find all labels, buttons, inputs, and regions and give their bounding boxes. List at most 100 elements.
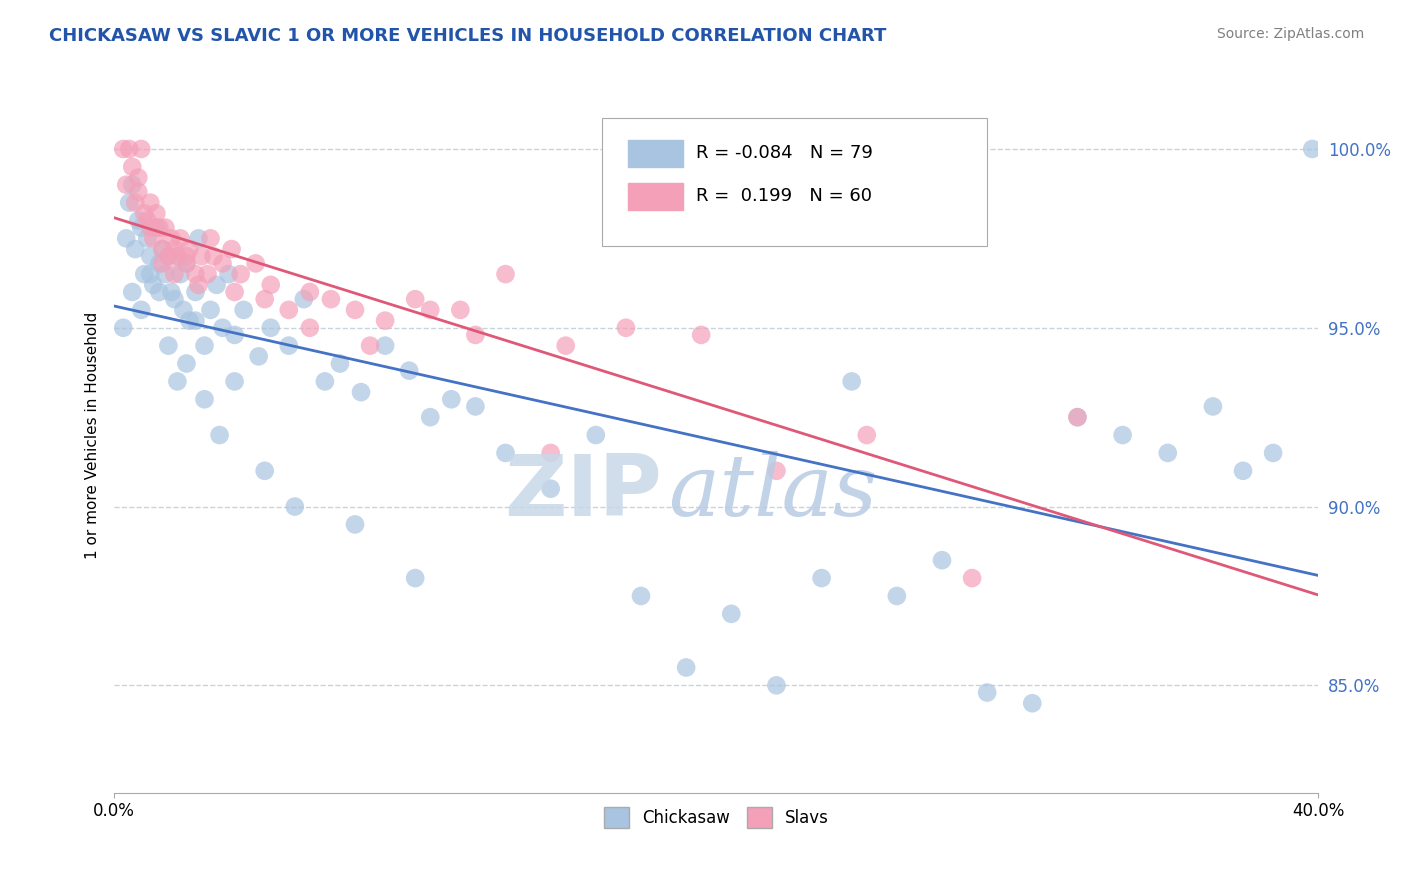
Point xyxy=(136,213,159,227)
Point xyxy=(1202,400,1225,414)
Point xyxy=(495,267,517,281)
Point xyxy=(245,256,267,270)
Point xyxy=(129,220,152,235)
Point xyxy=(112,320,135,334)
Point xyxy=(224,375,246,389)
Point xyxy=(841,375,863,389)
Point xyxy=(142,231,165,245)
Point xyxy=(150,256,173,270)
Point xyxy=(319,292,342,306)
Point xyxy=(179,242,201,256)
Point xyxy=(359,338,381,352)
Point xyxy=(855,428,877,442)
Point xyxy=(193,392,215,407)
Text: R = -0.084   N = 79: R = -0.084 N = 79 xyxy=(696,145,873,162)
Point xyxy=(187,231,209,245)
Point xyxy=(208,428,231,442)
Point xyxy=(554,338,576,352)
Point xyxy=(124,195,146,210)
Point xyxy=(160,285,183,299)
Point xyxy=(1066,410,1088,425)
Point xyxy=(398,364,420,378)
Point xyxy=(157,338,180,352)
Point xyxy=(253,464,276,478)
Point xyxy=(277,338,299,352)
Point xyxy=(224,327,246,342)
Point xyxy=(169,267,191,281)
Point xyxy=(232,302,254,317)
Point xyxy=(145,206,167,220)
Point xyxy=(127,170,149,185)
Point xyxy=(187,277,209,292)
Point xyxy=(419,410,441,425)
Point xyxy=(960,571,983,585)
Point xyxy=(277,302,299,317)
Point xyxy=(115,231,138,245)
Point xyxy=(298,285,321,299)
Point xyxy=(1301,142,1323,156)
Text: atlas: atlas xyxy=(668,451,877,533)
Point xyxy=(253,292,276,306)
Point xyxy=(179,313,201,327)
Point xyxy=(193,338,215,352)
Point xyxy=(134,206,156,220)
Point xyxy=(202,249,225,263)
Point xyxy=(150,242,173,256)
Point xyxy=(139,195,162,210)
Point xyxy=(404,292,426,306)
Point xyxy=(176,249,198,263)
Point xyxy=(540,446,562,460)
Point xyxy=(160,231,183,245)
Point xyxy=(166,249,188,263)
Point xyxy=(148,285,170,299)
Point xyxy=(1111,428,1133,442)
Point xyxy=(121,285,143,299)
Point xyxy=(221,242,243,256)
Point xyxy=(150,242,173,256)
Point xyxy=(690,327,713,342)
Point xyxy=(166,375,188,389)
Point xyxy=(155,267,177,281)
Point xyxy=(139,220,162,235)
Point xyxy=(129,302,152,317)
Point xyxy=(184,285,207,299)
Text: R =  0.199   N = 60: R = 0.199 N = 60 xyxy=(696,187,872,205)
Point xyxy=(166,249,188,263)
Point xyxy=(765,464,787,478)
Point xyxy=(976,685,998,699)
Point xyxy=(720,607,742,621)
Point xyxy=(115,178,138,192)
Point xyxy=(224,285,246,299)
Point xyxy=(148,256,170,270)
Point xyxy=(810,571,832,585)
Point xyxy=(139,267,162,281)
Point xyxy=(184,313,207,327)
Point xyxy=(260,320,283,334)
Point xyxy=(1066,410,1088,425)
Point xyxy=(440,392,463,407)
Point xyxy=(155,220,177,235)
Point xyxy=(314,375,336,389)
Point xyxy=(127,185,149,199)
Point xyxy=(404,571,426,585)
Point xyxy=(121,160,143,174)
Point xyxy=(211,320,233,334)
Point xyxy=(350,385,373,400)
Point xyxy=(176,357,198,371)
Point xyxy=(1261,446,1284,460)
Point xyxy=(184,267,207,281)
Point xyxy=(464,400,486,414)
Point xyxy=(1157,446,1180,460)
Text: ZIP: ZIP xyxy=(505,450,662,533)
Point xyxy=(176,256,198,270)
Point xyxy=(495,446,517,460)
Point xyxy=(449,302,471,317)
Point xyxy=(176,256,198,270)
Point xyxy=(200,302,222,317)
Bar xyxy=(628,183,682,210)
Point xyxy=(139,249,162,263)
Point xyxy=(211,256,233,270)
Point xyxy=(374,313,396,327)
Bar xyxy=(628,140,682,167)
Point xyxy=(464,327,486,342)
